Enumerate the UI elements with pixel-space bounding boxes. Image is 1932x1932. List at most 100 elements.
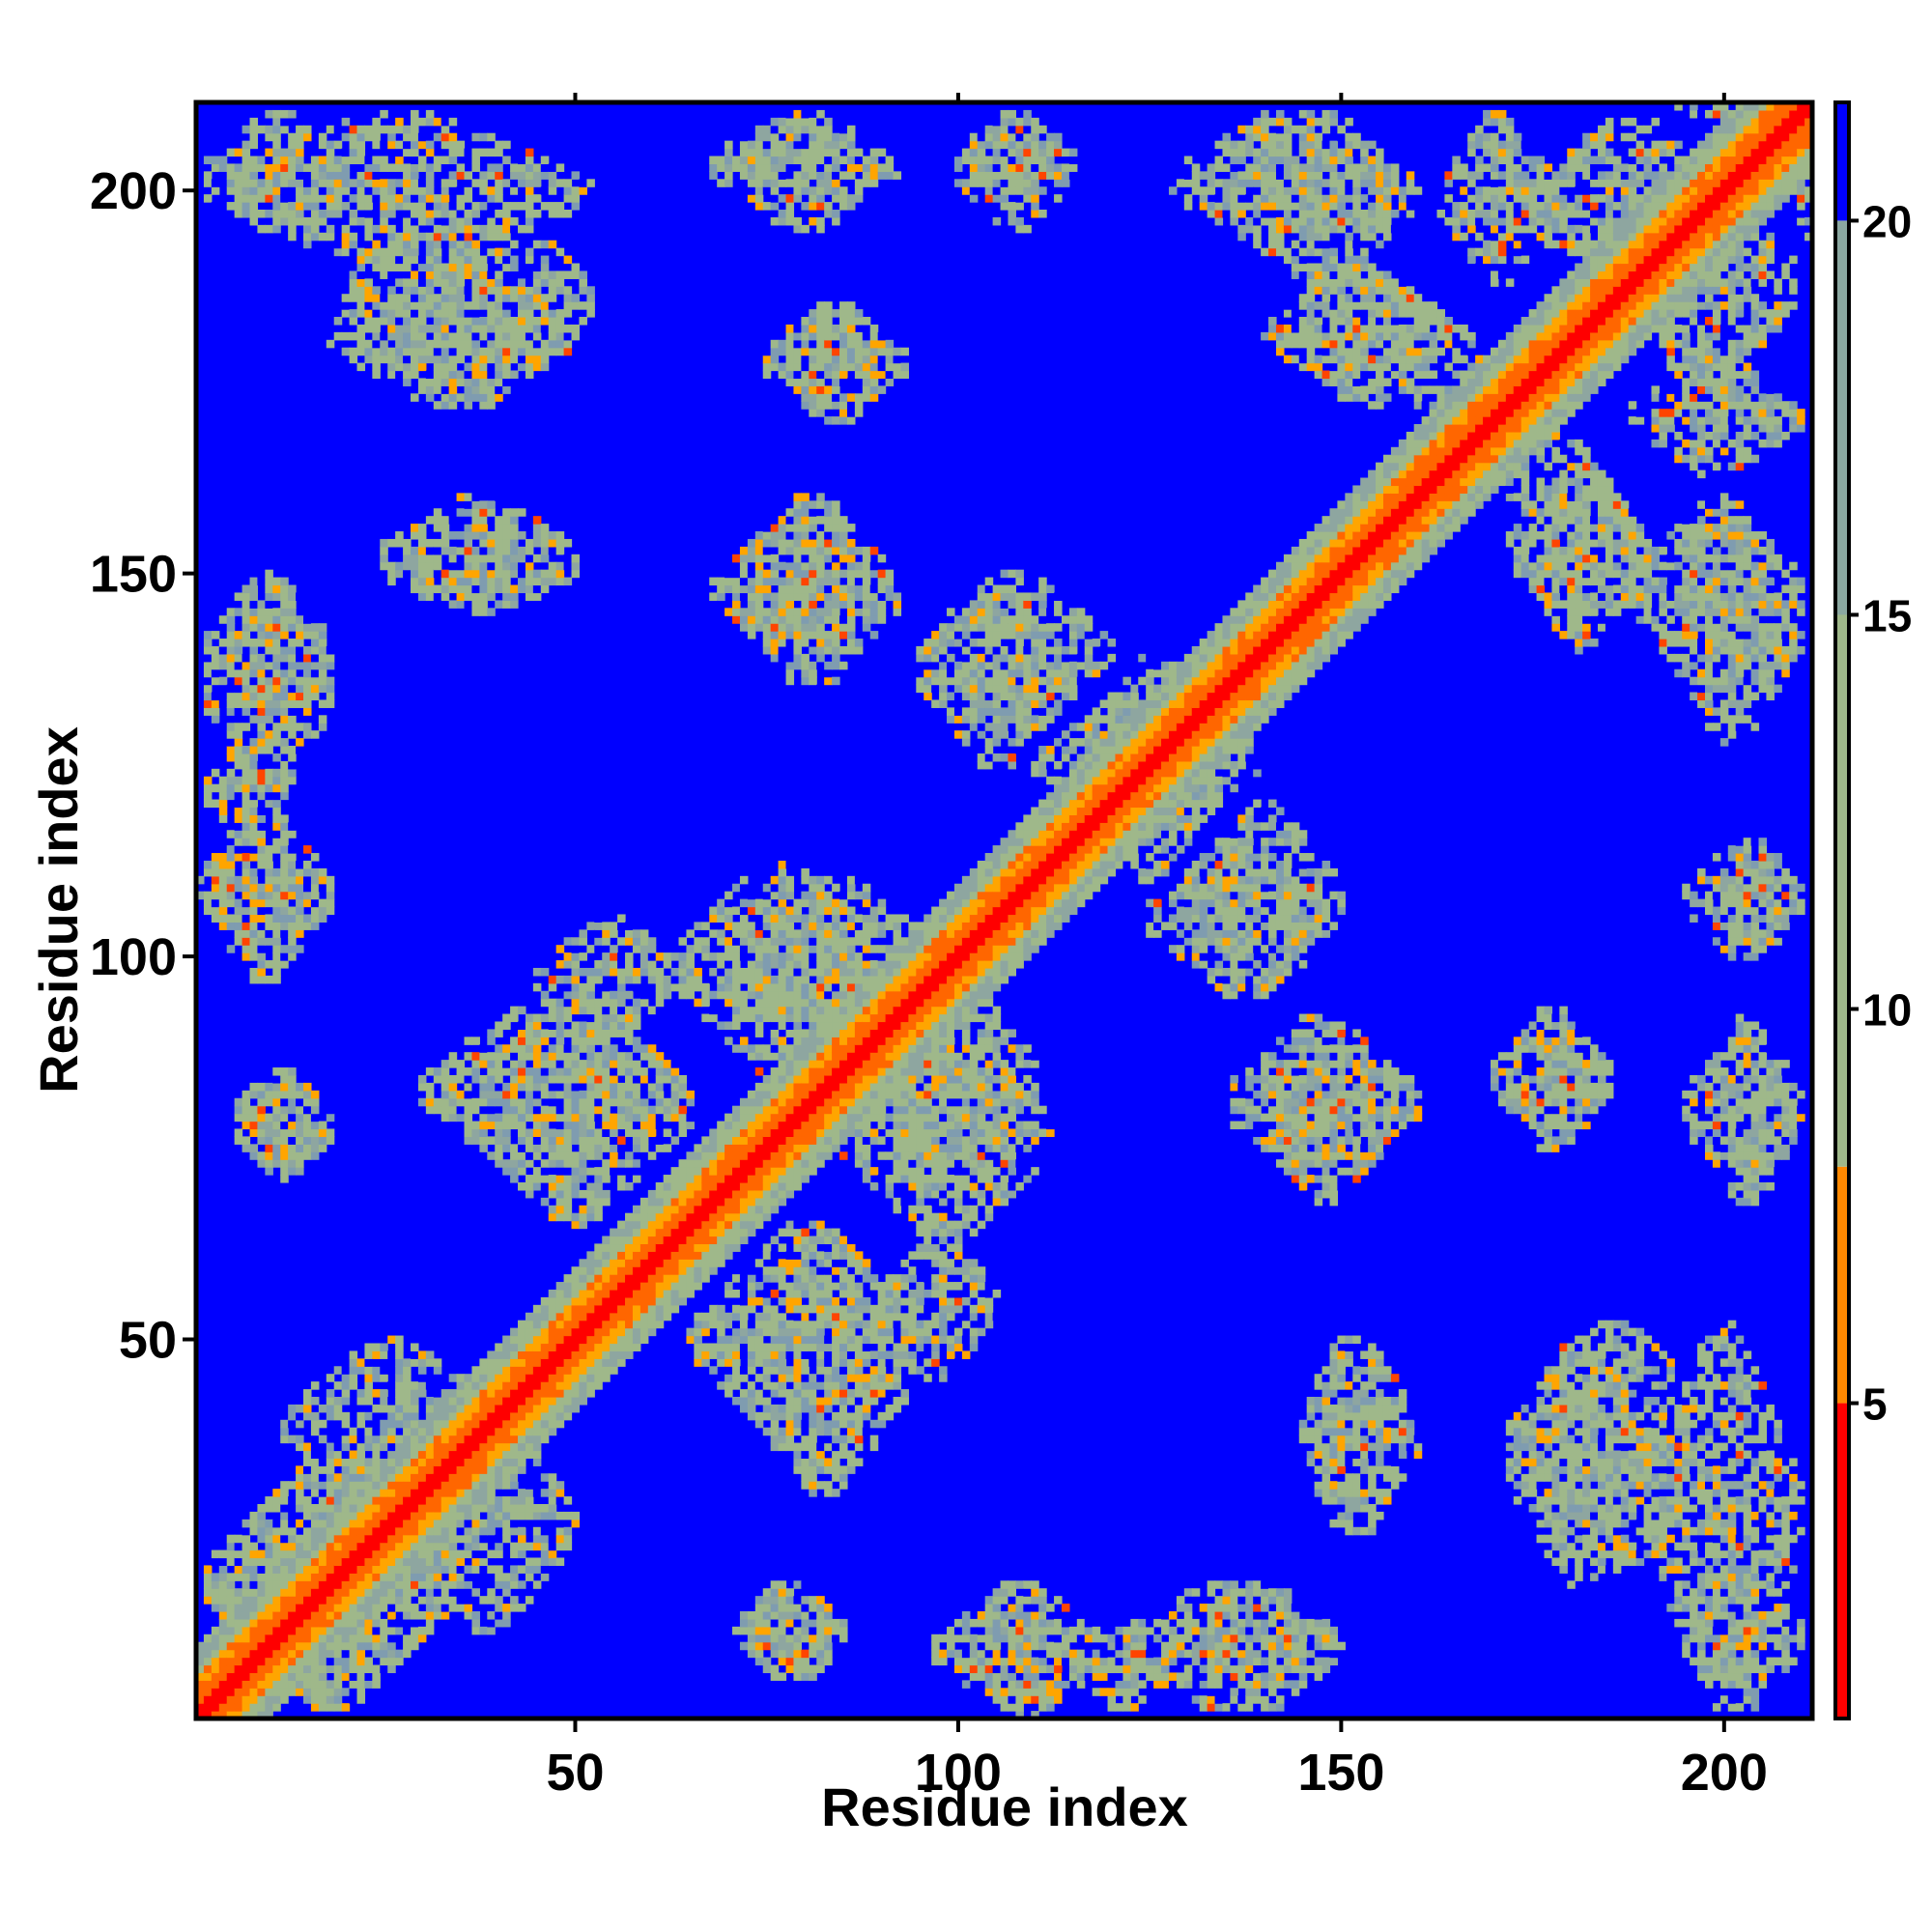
heatmap-cell	[540, 186, 550, 195]
heatmap-cell	[555, 1534, 565, 1544]
heatmap-cell	[303, 1588, 312, 1597]
heatmap-cell	[296, 1159, 304, 1168]
heatmap-cell	[395, 1389, 404, 1398]
heatmap-cell	[540, 1052, 550, 1061]
heatmap-cell	[724, 163, 733, 172]
heatmap-cell	[249, 1596, 259, 1605]
heatmap-cell	[341, 1481, 351, 1490]
heatmap-cell	[663, 1097, 672, 1107]
heatmap-cell	[272, 163, 281, 172]
heatmap-cell	[563, 194, 573, 203]
heatmap-cell	[586, 1181, 595, 1191]
heatmap-cell	[525, 362, 534, 372]
heatmap-cell	[242, 661, 251, 670]
heatmap-cell	[747, 608, 756, 616]
heatmap-cell	[395, 1618, 404, 1628]
heatmap-cell	[326, 232, 335, 242]
heatmap-cell	[364, 1381, 373, 1390]
heatmap-cell	[380, 1496, 388, 1505]
heatmap-cell	[670, 1289, 680, 1298]
heatmap-cell	[625, 1052, 634, 1061]
heatmap-cell	[701, 1312, 710, 1321]
heatmap-cell	[249, 883, 259, 893]
heatmap-cell	[747, 1649, 756, 1659]
heatmap-cell	[525, 1435, 534, 1444]
heatmap-cell	[433, 1366, 442, 1375]
heatmap-cell	[395, 247, 404, 257]
heatmap-cell	[747, 1159, 756, 1168]
heatmap-cell	[387, 561, 396, 571]
heatmap-cell	[425, 1381, 435, 1390]
heatmap-cell	[272, 639, 281, 647]
heatmap-cell	[280, 1596, 289, 1605]
heatmap-cell	[732, 1358, 741, 1367]
heatmap-cell	[532, 171, 542, 180]
heatmap-cell	[272, 1641, 281, 1651]
heatmap-cell	[610, 1013, 618, 1023]
heatmap-cell	[326, 1641, 335, 1651]
heatmap-cell	[403, 125, 412, 134]
heatmap-cell	[387, 255, 396, 265]
heatmap-cell	[625, 1282, 634, 1291]
heatmap-cell	[372, 255, 381, 265]
heatmap-cell	[510, 355, 519, 364]
heatmap-cell	[495, 294, 503, 302]
heatmap-cell	[380, 546, 388, 555]
heatmap-cell	[701, 1212, 710, 1222]
heatmap-cell	[701, 1259, 710, 1267]
heatmap-cell	[625, 975, 634, 984]
heatmap-cell	[265, 1618, 273, 1628]
heatmap-cell	[747, 975, 756, 984]
heatmap-cell	[617, 1052, 626, 1061]
heatmap-cell	[464, 1097, 473, 1107]
heatmap-cell	[594, 1266, 603, 1275]
heatmap-cell	[425, 355, 435, 364]
heatmap-cell	[525, 324, 534, 333]
heatmap-cell	[380, 1596, 388, 1605]
heatmap-cell	[234, 1649, 243, 1659]
heatmap-cell	[625, 1243, 634, 1252]
heatmap-cell	[288, 1136, 297, 1145]
heatmap-cell	[440, 1113, 450, 1122]
heatmap-cell	[732, 608, 741, 616]
heatmap-cell	[226, 914, 236, 923]
heatmap-cell	[257, 163, 266, 172]
heatmap-cell	[610, 1266, 618, 1275]
heatmap-cell	[464, 1549, 473, 1559]
heatmap-cell	[265, 699, 273, 708]
heatmap-cell	[732, 998, 741, 1008]
heatmap-cell	[310, 179, 320, 187]
heatmap-cell	[602, 1197, 611, 1207]
heatmap-cell	[364, 1435, 373, 1444]
heatmap-cell	[265, 1688, 273, 1696]
heatmap-cell	[372, 370, 381, 380]
heatmap-cell	[647, 1060, 657, 1068]
heatmap-cell	[218, 799, 228, 809]
heatmap-cell	[272, 1090, 281, 1099]
heatmap-cell	[754, 1067, 764, 1076]
heatmap-cell	[464, 171, 473, 180]
heatmap-cell	[265, 615, 273, 624]
heatmap-cell	[440, 1082, 450, 1092]
heatmap-cell	[579, 301, 587, 310]
heatmap-cell	[701, 922, 710, 930]
heatmap-cell	[525, 1496, 534, 1505]
heatmap-cell	[440, 140, 450, 150]
heatmap-cell	[510, 1503, 519, 1513]
heatmap-cell	[464, 232, 473, 242]
heatmap-cell	[518, 309, 526, 318]
heatmap-cell	[440, 1396, 450, 1406]
heatmap-cell	[425, 1557, 435, 1567]
heatmap-cell	[555, 1374, 565, 1382]
heatmap-cell	[242, 1105, 251, 1115]
heatmap-cell	[540, 301, 550, 310]
heatmap-cell	[364, 1626, 373, 1635]
heatmap-cell	[495, 1350, 503, 1359]
heatmap-cell	[310, 163, 320, 172]
heatmap-cell	[617, 1121, 626, 1130]
heatmap-cell	[532, 1335, 542, 1345]
heatmap-cell	[464, 493, 473, 501]
heatmap-cell	[754, 140, 764, 150]
heatmap-cell	[471, 148, 480, 157]
heatmap-cell	[272, 1534, 281, 1544]
